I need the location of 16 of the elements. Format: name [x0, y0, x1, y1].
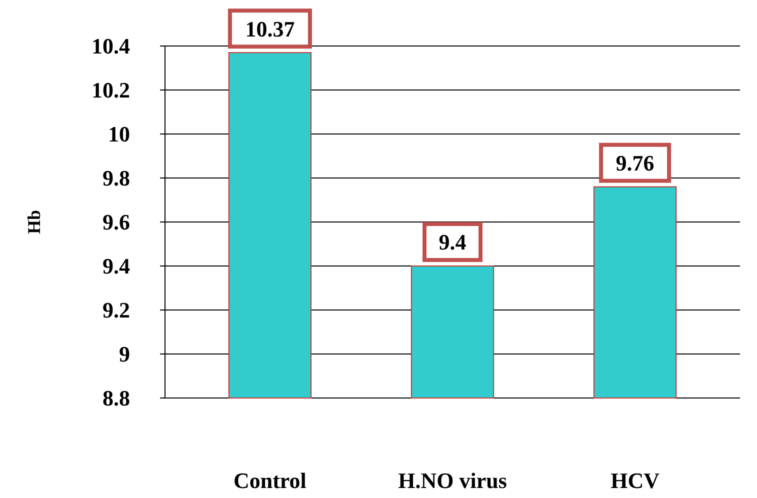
x-tick-label: HCV — [610, 468, 660, 493]
y-tick-label: 10.2 — [92, 78, 130, 103]
y-tick-label: 9.8 — [102, 166, 130, 191]
y-tick-label: 9.6 — [102, 210, 130, 235]
y-tick-label: 9.2 — [102, 298, 130, 323]
data-label: 10.37 — [245, 16, 295, 42]
data-label: 9.76 — [616, 150, 654, 176]
x-tick-label: H.NO virus — [398, 468, 508, 493]
data-label: 9.4 — [438, 230, 466, 255]
y-tick-label: 10 — [108, 122, 130, 147]
y-tick-label: 8.8 — [102, 386, 130, 411]
y-tick-label: 9 — [119, 342, 130, 367]
y-tick-label: 10.4 — [92, 34, 130, 59]
y-axis-title: Hb — [24, 210, 44, 234]
y-tick-label: 9.4 — [102, 254, 130, 279]
x-tick-label: Control — [233, 468, 306, 493]
